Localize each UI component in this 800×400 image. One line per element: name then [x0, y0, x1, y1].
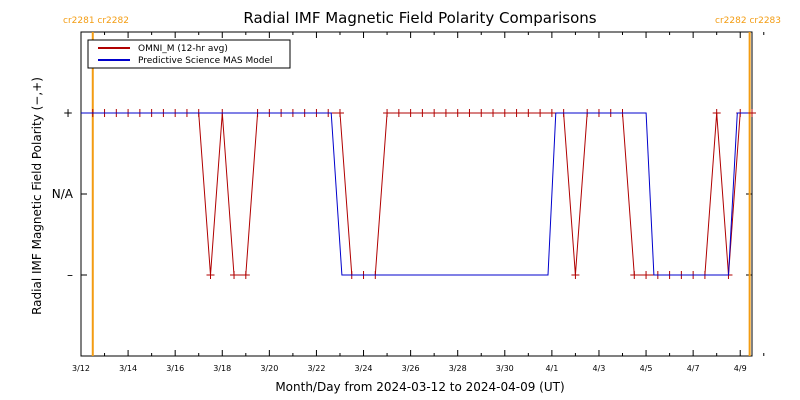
- series-0-point: [630, 271, 639, 279]
- series-0-point: [748, 109, 756, 117]
- series-0-point: [206, 271, 215, 279]
- y-tick-label: –: [67, 268, 73, 282]
- series-0-point: [642, 271, 651, 279]
- series-0-point: [712, 109, 721, 117]
- plot-area: 3/12 3/14 3/16 3/18 3/20 3/22 3/24 3/26 3/28 3/30…: [52, 31, 765, 373]
- series-0-point: [394, 109, 403, 117]
- series-0-point: [335, 109, 344, 117]
- series-0-point: [489, 109, 498, 117]
- x-tick-label: 3/14: [119, 364, 137, 373]
- series-0-point: [571, 271, 580, 279]
- series-0-point: [536, 109, 545, 117]
- carrington-labels: cr2281 cr2282 cr2282 cr2283: [63, 16, 781, 26]
- x-axis-label: Month/Day from 2024-03-12 to 2024-04-09 …: [275, 380, 564, 394]
- x-tick-label: 3/16: [166, 364, 184, 373]
- x-tick-label: 3/28: [449, 364, 467, 373]
- series-0-point: [406, 109, 415, 117]
- legend: OMNI_M (12-hr avg) Predictive Science MAS…: [87, 39, 291, 69]
- y-tick-label: N/A: [52, 187, 74, 201]
- y-tick-label: +: [63, 106, 73, 120]
- x-tick-label: 3/12: [72, 364, 90, 373]
- legend-label-1: Predictive Science MAS Model: [138, 56, 273, 66]
- x-tick-label: 4/7: [687, 364, 700, 373]
- carrington-label: cr2281 cr2282: [63, 16, 129, 26]
- legend-label-0: OMNI_M (12-hr avg): [138, 44, 228, 54]
- y-axis-label: Radial IMF Magnetic Field Polarity (−,+): [30, 77, 44, 315]
- series-0-point: [453, 109, 462, 117]
- legend-box: [87, 39, 291, 69]
- series-0-point: [512, 109, 521, 117]
- x-tick-label: 3/24: [355, 364, 373, 373]
- series-0-point: [477, 109, 486, 117]
- series-line-1: [81, 112, 749, 276]
- carrington-label: cr2282 cr2283: [715, 16, 781, 26]
- series-0-point: [241, 271, 250, 279]
- x-tick-label: 3/26: [402, 364, 420, 373]
- x-tick-label: 4/9: [734, 364, 747, 373]
- series-0-point: [441, 109, 450, 117]
- chart-title: Radial IMF Magnetic Field Polarity Compa…: [243, 9, 596, 27]
- x-tick-label: 4/5: [640, 364, 653, 373]
- series-0-point: [430, 109, 439, 117]
- plot-frame: [80, 31, 753, 357]
- x-tick-label: 3/30: [496, 364, 514, 373]
- x-tick-label: 3/18: [213, 364, 231, 373]
- x-tick-label: 4/1: [545, 364, 558, 373]
- series-0-point: [383, 109, 392, 117]
- x-tick-label: 4/3: [593, 364, 606, 373]
- series-0-point: [418, 109, 427, 117]
- x-tick-label: 3/22: [307, 364, 325, 373]
- series-0-point: [524, 109, 533, 117]
- x-tick-label: 3/20: [260, 364, 278, 373]
- series-0-point: [465, 109, 474, 117]
- series-0-point: [230, 271, 239, 279]
- series-0-point: [547, 109, 556, 117]
- series-0-point: [500, 109, 509, 117]
